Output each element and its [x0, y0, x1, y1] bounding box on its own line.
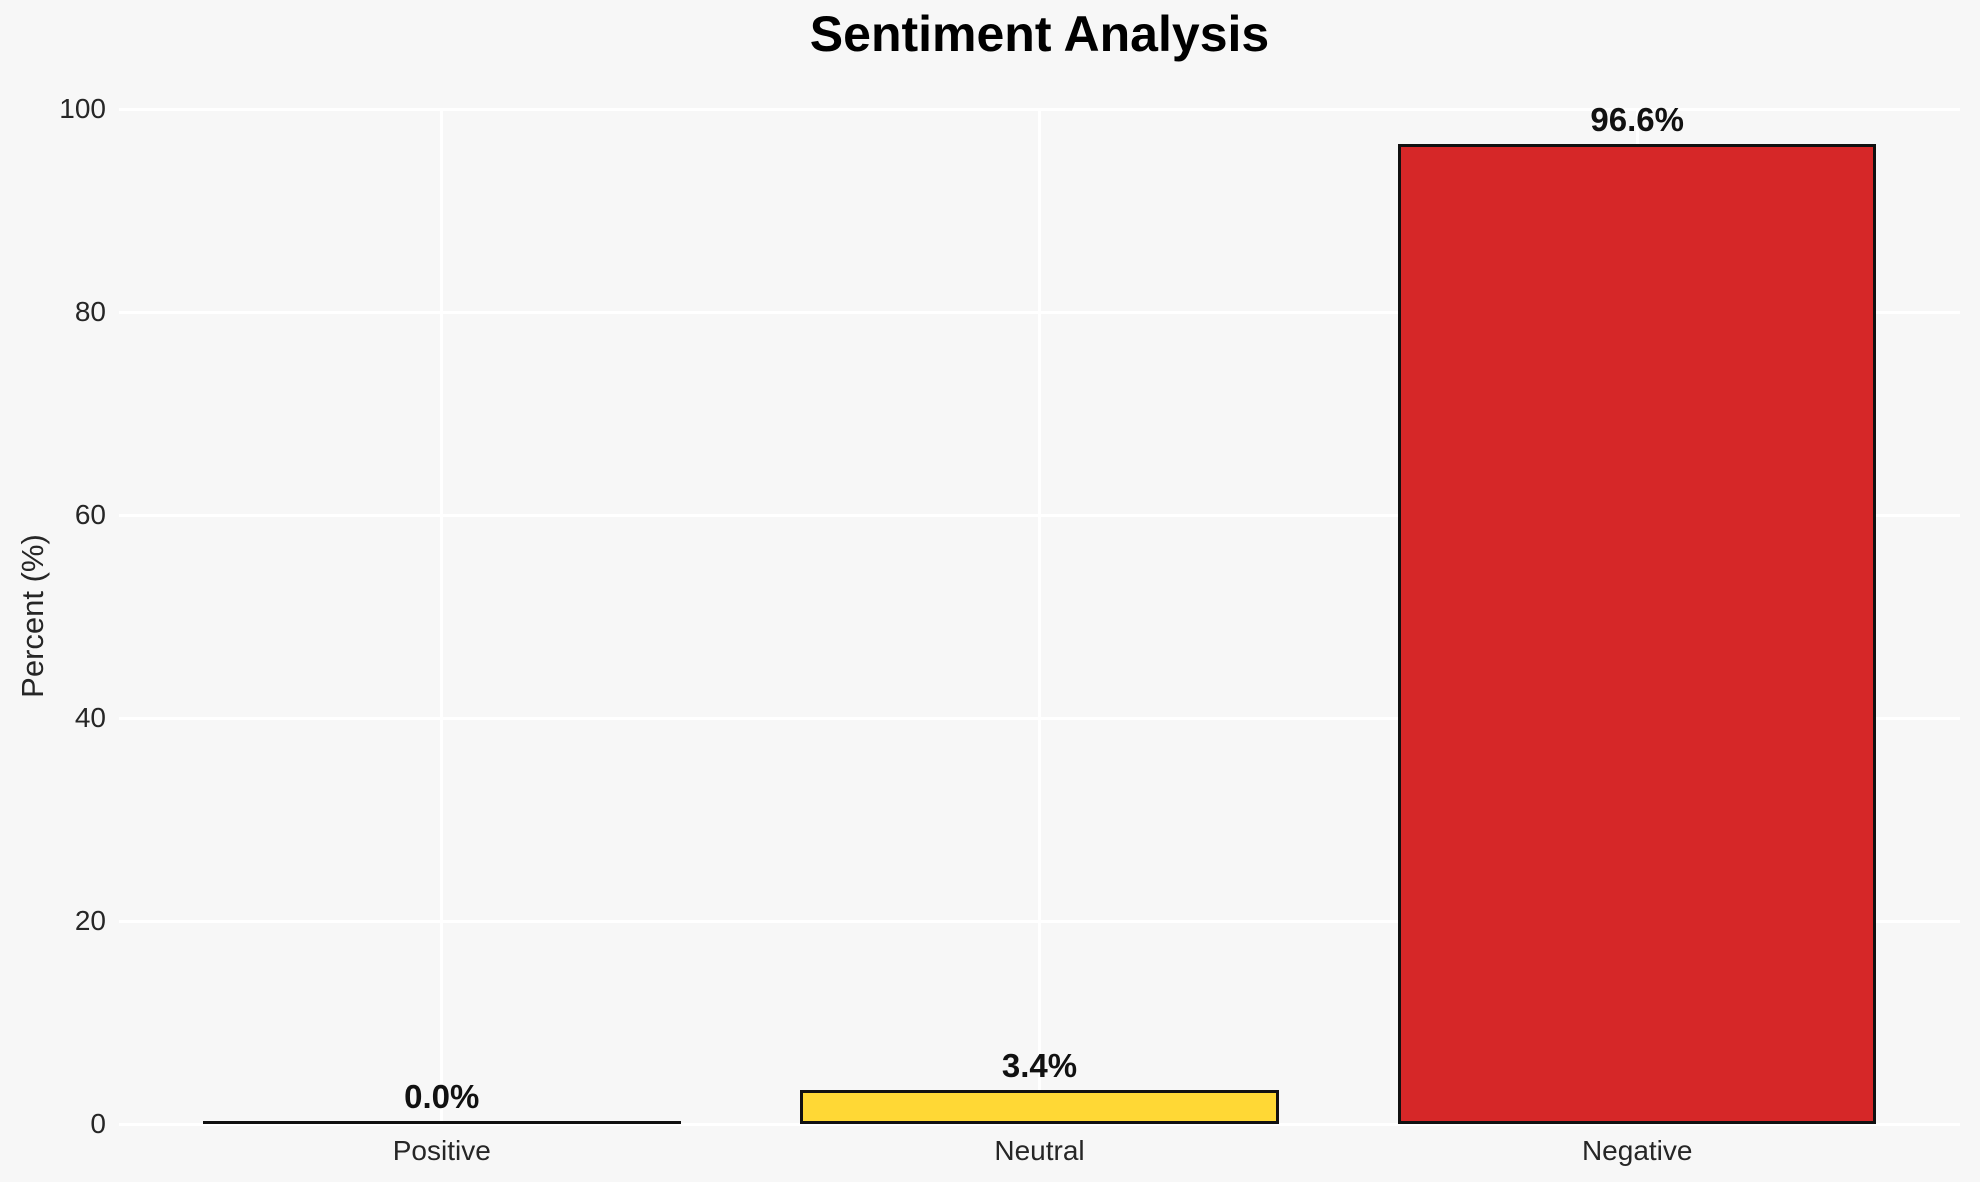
- y-tick-label: 80: [74, 296, 106, 327]
- bar-positive: [202, 1121, 681, 1124]
- x-tick-label: Neutral: [994, 1135, 1085, 1166]
- y-tick-label: 20: [74, 905, 106, 936]
- plot-area: 0 20 40 60 80 100 0.0% Positive 3.4% Neutral 96.6%…: [59, 93, 1960, 1166]
- y-tick-label: 100: [59, 93, 106, 124]
- bar-neutral: [800, 1089, 1279, 1124]
- y-tick-label: 0: [90, 1108, 106, 1139]
- v-gridline: [440, 109, 444, 1124]
- value-label: 96.6%: [1590, 100, 1685, 138]
- x-tick-label: Negative: [1581, 1135, 1693, 1166]
- v-gridline: [1038, 109, 1041, 1124]
- value-label: 0.0%: [404, 1078, 480, 1116]
- x-tick-label: Positive: [392, 1135, 491, 1166]
- value-label: 3.4%: [1001, 1046, 1078, 1084]
- h-gridline: [119, 1122, 1960, 1126]
- chart-title: Sentiment Analysis: [809, 6, 1270, 62]
- y-axis-label: Percent (%): [15, 534, 50, 698]
- y-tick-label: 40: [74, 702, 106, 733]
- y-tick-label: 60: [74, 499, 106, 530]
- bar-negative: [1398, 143, 1877, 1124]
